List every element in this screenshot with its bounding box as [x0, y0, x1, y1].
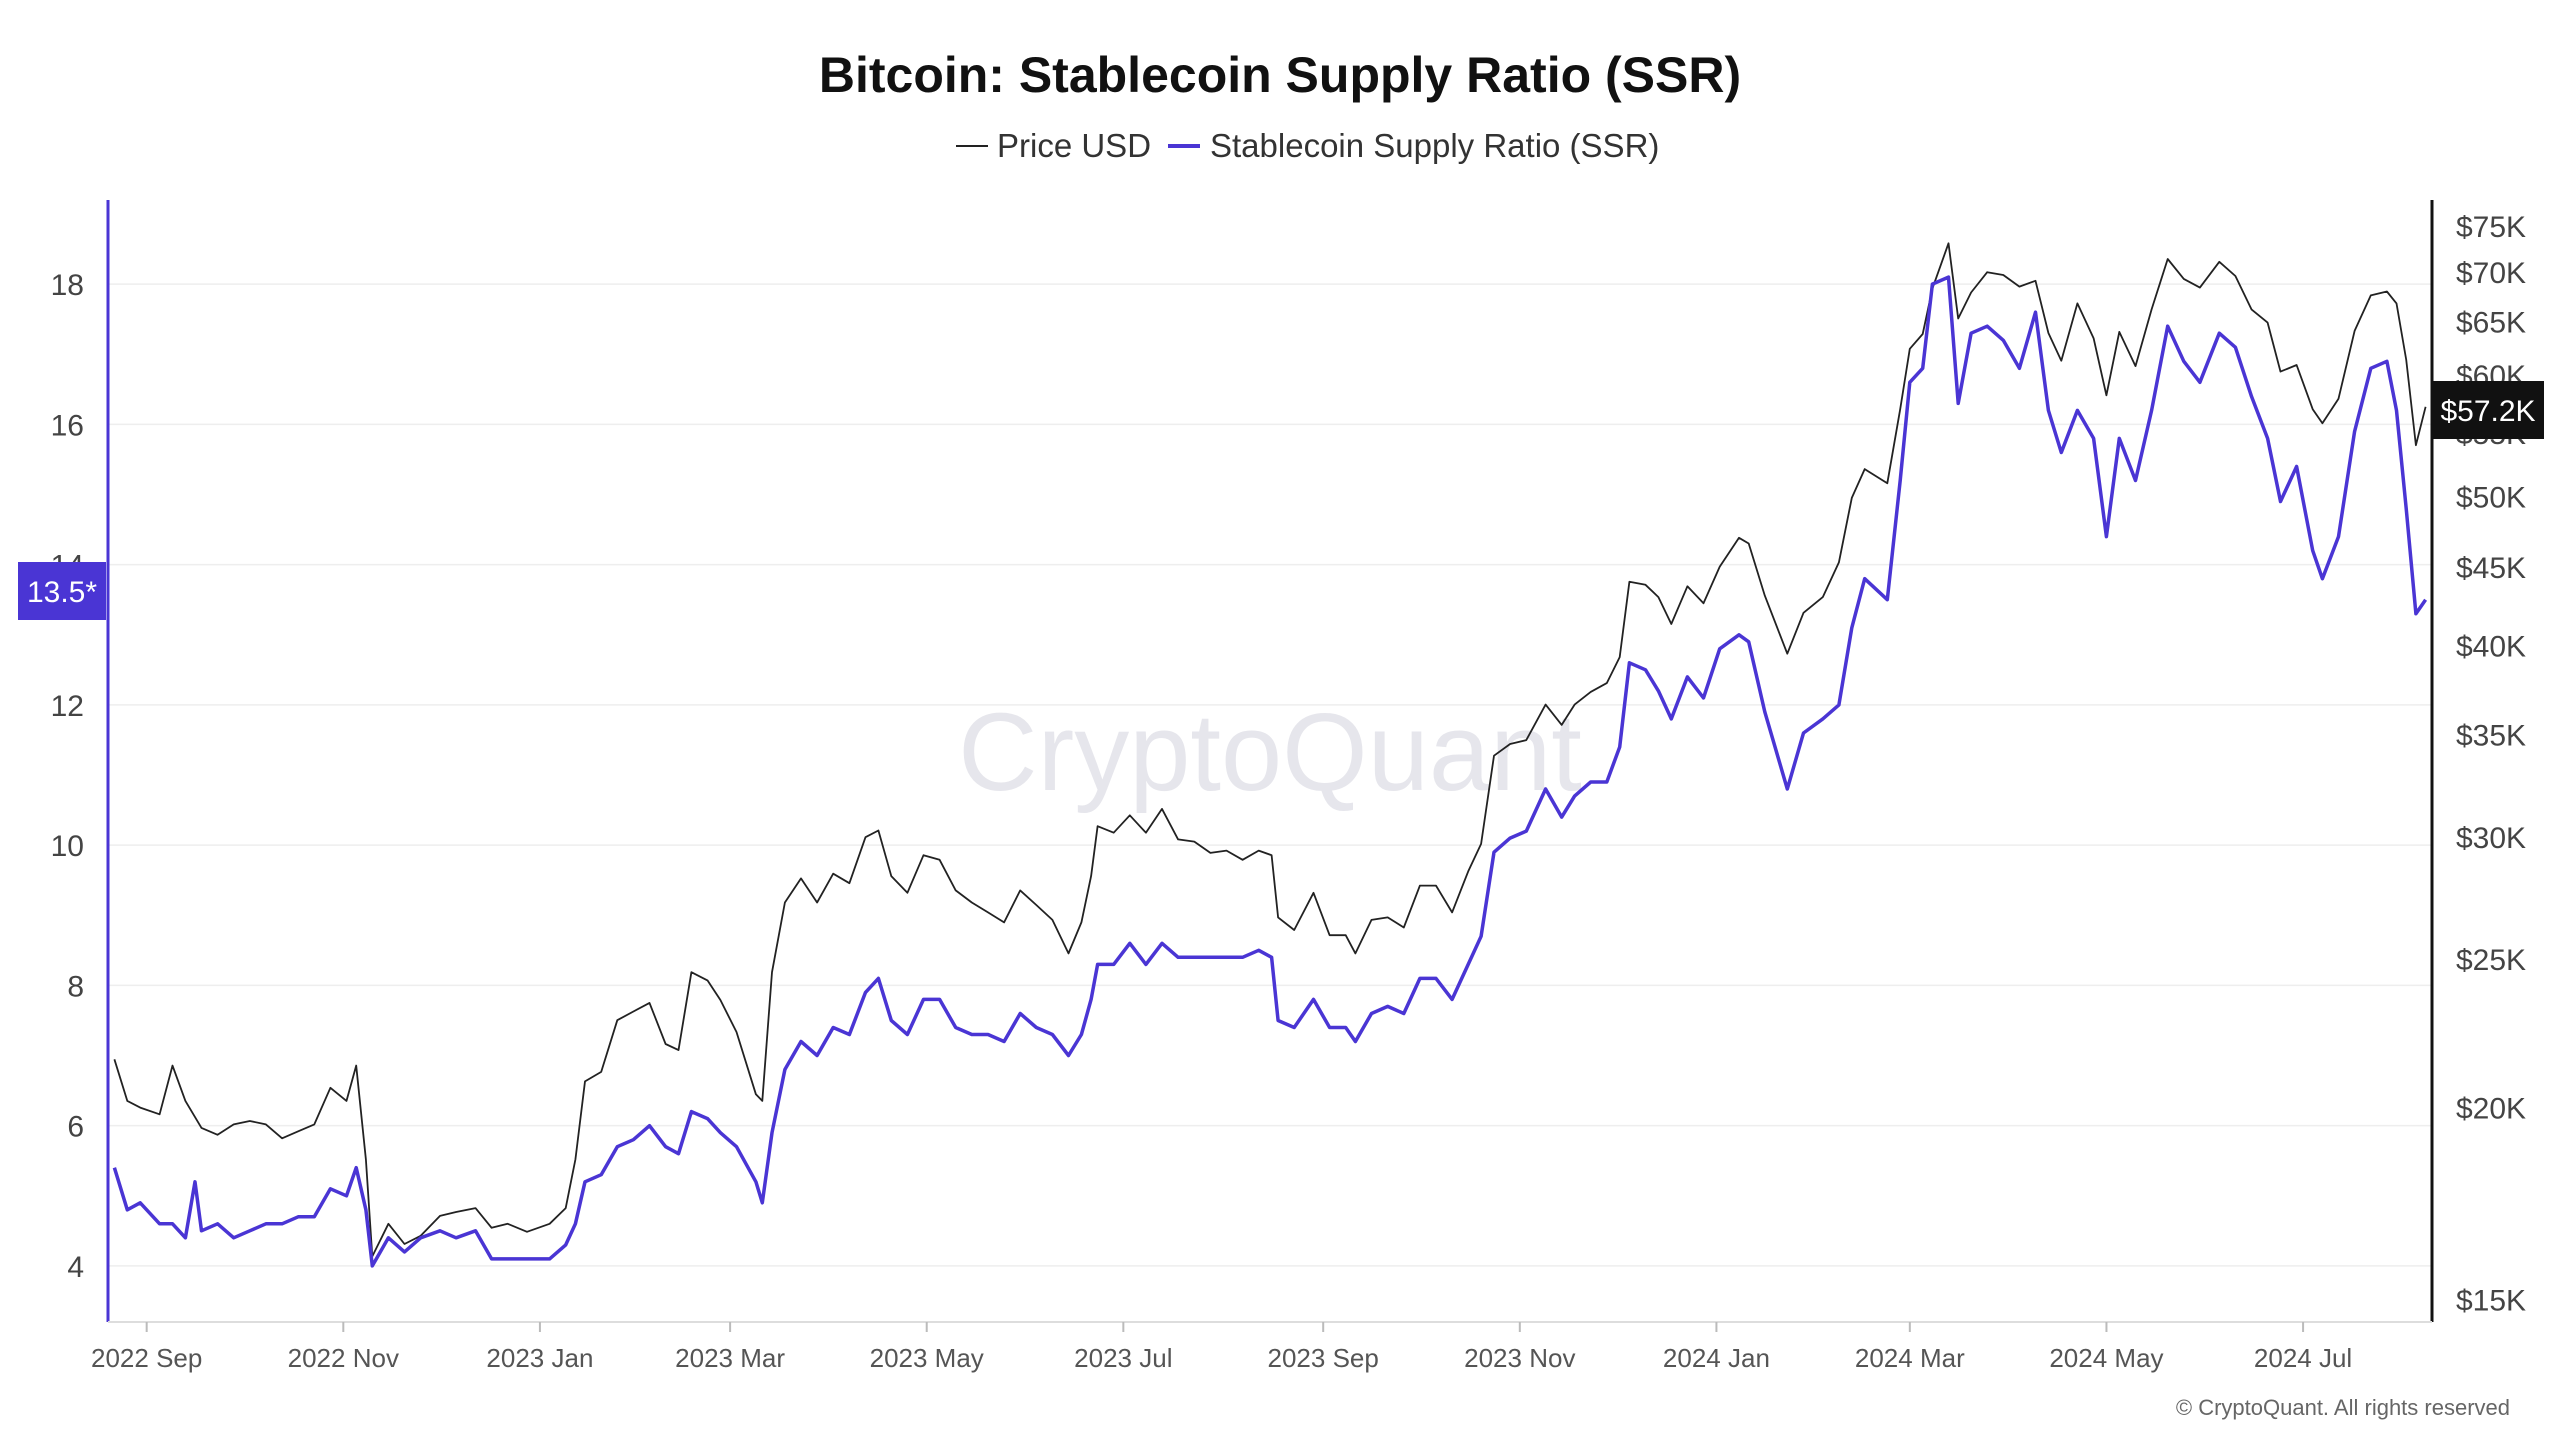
copyright: © CryptoQuant. All rights reserved	[2176, 1395, 2510, 1420]
x-tick-label: 2023 Jan	[486, 1343, 593, 1373]
legend-label-price[interactable]: Price USD	[997, 127, 1151, 164]
right-tick-label: $45K	[2456, 552, 2526, 585]
price-badge-label: $57.2K	[2440, 395, 2535, 428]
x-axis-ticks: 2022 Sep 2022 Nov 2023 Jan 2023 Mar 2023 May…	[91, 1322, 2352, 1373]
ssr-badge-label: 13.5*	[27, 576, 97, 609]
x-tick-label: 2024 May	[2049, 1343, 2163, 1373]
right-axis-ticks: $15K$20K$25K$30K$35K$40K$45K$50K$55K$60K…	[2456, 211, 2526, 1317]
left-tick-label: 12	[51, 690, 84, 723]
right-tick-label: $70K	[2456, 257, 2526, 290]
right-tick-label: $30K	[2456, 822, 2526, 855]
x-tick-label: 2023 Mar	[675, 1343, 785, 1373]
right-tick-label: $65K	[2456, 307, 2526, 340]
price-line	[113, 242, 2427, 1258]
price-current-badge: $57.2K	[2432, 381, 2544, 439]
left-tick-label: 18	[51, 269, 84, 302]
chart-title: Bitcoin: Stablecoin Supply Ratio (SSR)	[819, 47, 1741, 103]
left-tick-label: 4	[67, 1251, 84, 1284]
left-tick-label: 6	[67, 1111, 84, 1144]
right-tick-label: $75K	[2456, 211, 2526, 244]
right-tick-label: $40K	[2456, 630, 2526, 663]
x-tick-label: 2024 Mar	[1855, 1343, 1965, 1373]
x-tick-label: 2024 Jan	[1663, 1343, 1770, 1373]
gridlines	[108, 283, 2432, 1267]
left-tick-label: 16	[51, 409, 84, 442]
ssr-badge-bg	[18, 562, 106, 620]
right-tick-label: $50K	[2456, 482, 2526, 515]
x-tick-label: 2022 Sep	[91, 1343, 202, 1373]
left-tick-label: 8	[67, 970, 84, 1003]
x-tick-label: 2024 Jul	[2254, 1343, 2352, 1373]
right-tick-label: $15K	[2456, 1284, 2526, 1317]
right-tick-label: $35K	[2456, 719, 2526, 752]
x-tick-label: 2023 Jul	[1074, 1343, 1172, 1373]
legend[interactable]: Price USD Stablecoin Supply Ratio (SSR)	[956, 127, 1659, 164]
watermark: CryptoQuant	[958, 691, 1582, 814]
x-tick-label: 2023 Nov	[1464, 1343, 1575, 1373]
x-tick-label: 2022 Nov	[288, 1343, 399, 1373]
left-tick-label: 10	[51, 830, 84, 863]
legend-label-ssr[interactable]: Stablecoin Supply Ratio (SSR)	[1210, 127, 1659, 164]
right-tick-label: $25K	[2456, 944, 2526, 977]
x-tick-label: 2023 May	[870, 1343, 984, 1373]
ssr-line	[112, 275, 2428, 1268]
ssr-current-badge: 13.5*	[18, 562, 106, 620]
x-tick-label: 2023 Sep	[1268, 1343, 1379, 1373]
price-badge-bg	[2432, 381, 2544, 439]
right-tick-label: $20K	[2456, 1093, 2526, 1126]
series	[112, 242, 2428, 1268]
